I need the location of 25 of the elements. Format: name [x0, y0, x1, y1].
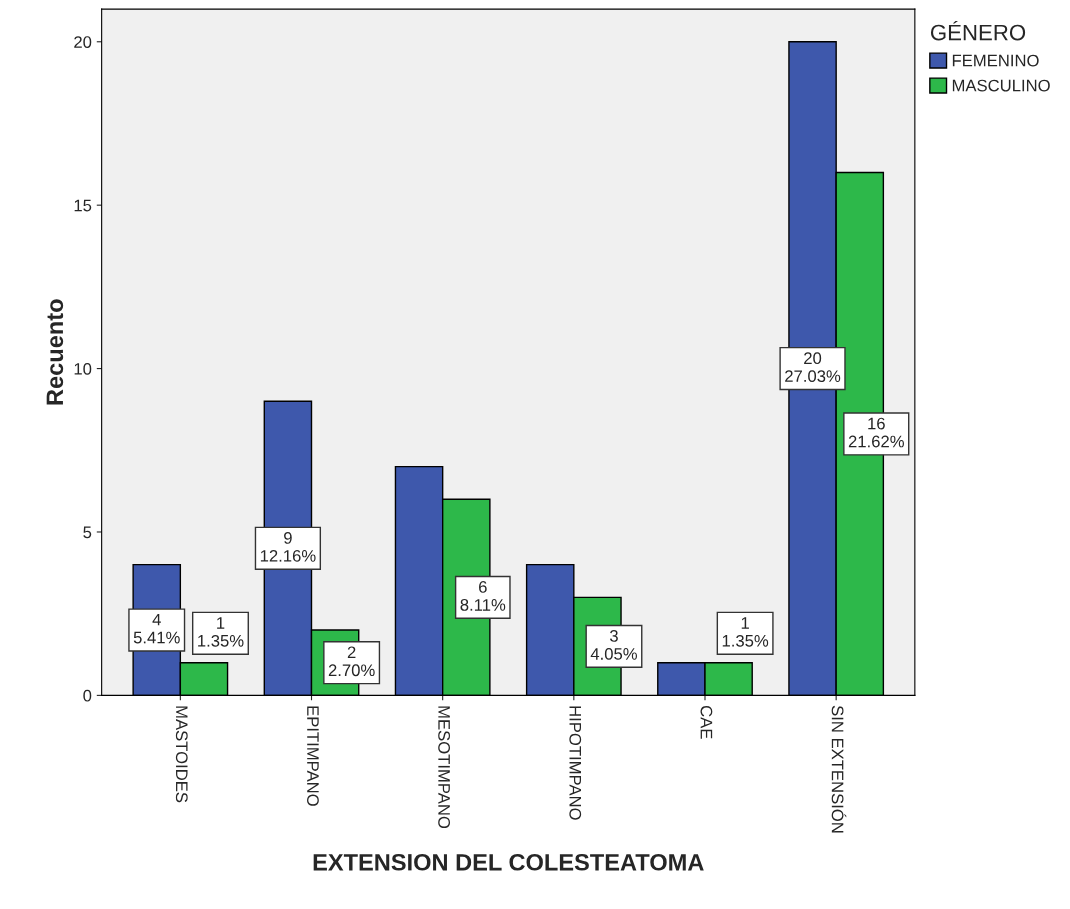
x-tick-label: EPITIMPANO	[307, 706, 319, 806]
x-tick-label: MASTOIDES	[175, 706, 188, 803]
y-tick-label: 10	[74, 362, 92, 375]
data-label: 2 2.70%	[328, 646, 375, 677]
data-label: 6 8.11%	[460, 581, 506, 611]
data-label: 16 21.62%	[848, 417, 904, 448]
y-tick-label: 0	[83, 689, 92, 702]
data-label: 4 5.41%	[133, 613, 180, 644]
legend-label: MASCULINO	[952, 79, 1050, 92]
y-tick-label: 20	[74, 36, 92, 48]
data-label: 20 27.03%	[785, 352, 841, 383]
y-axis-title: Recuento	[46, 299, 64, 405]
x-axis-title: EXTENSION DEL COLESTEATOMA	[313, 853, 704, 871]
y-tick-label: 5	[83, 526, 92, 539]
x-tick-label: HIPOTIMPANO	[569, 706, 582, 820]
x-tick-label: MESOTIMPANO	[438, 706, 450, 829]
x-tick-label: SIN EXTENSIÓN	[831, 705, 847, 833]
legend-title: GÉNERO	[930, 20, 1026, 41]
data-label: 1 1.35%	[722, 617, 769, 647]
data-label: 1 1.35%	[198, 617, 244, 647]
x-tick-label: CAE	[700, 705, 713, 739]
data-label: 9 12.16%	[260, 532, 316, 562]
data-label: 3 4.05%	[590, 630, 637, 660]
legend-label: FEMENINO	[952, 54, 1039, 67]
y-tick-label: 15	[74, 199, 92, 212]
